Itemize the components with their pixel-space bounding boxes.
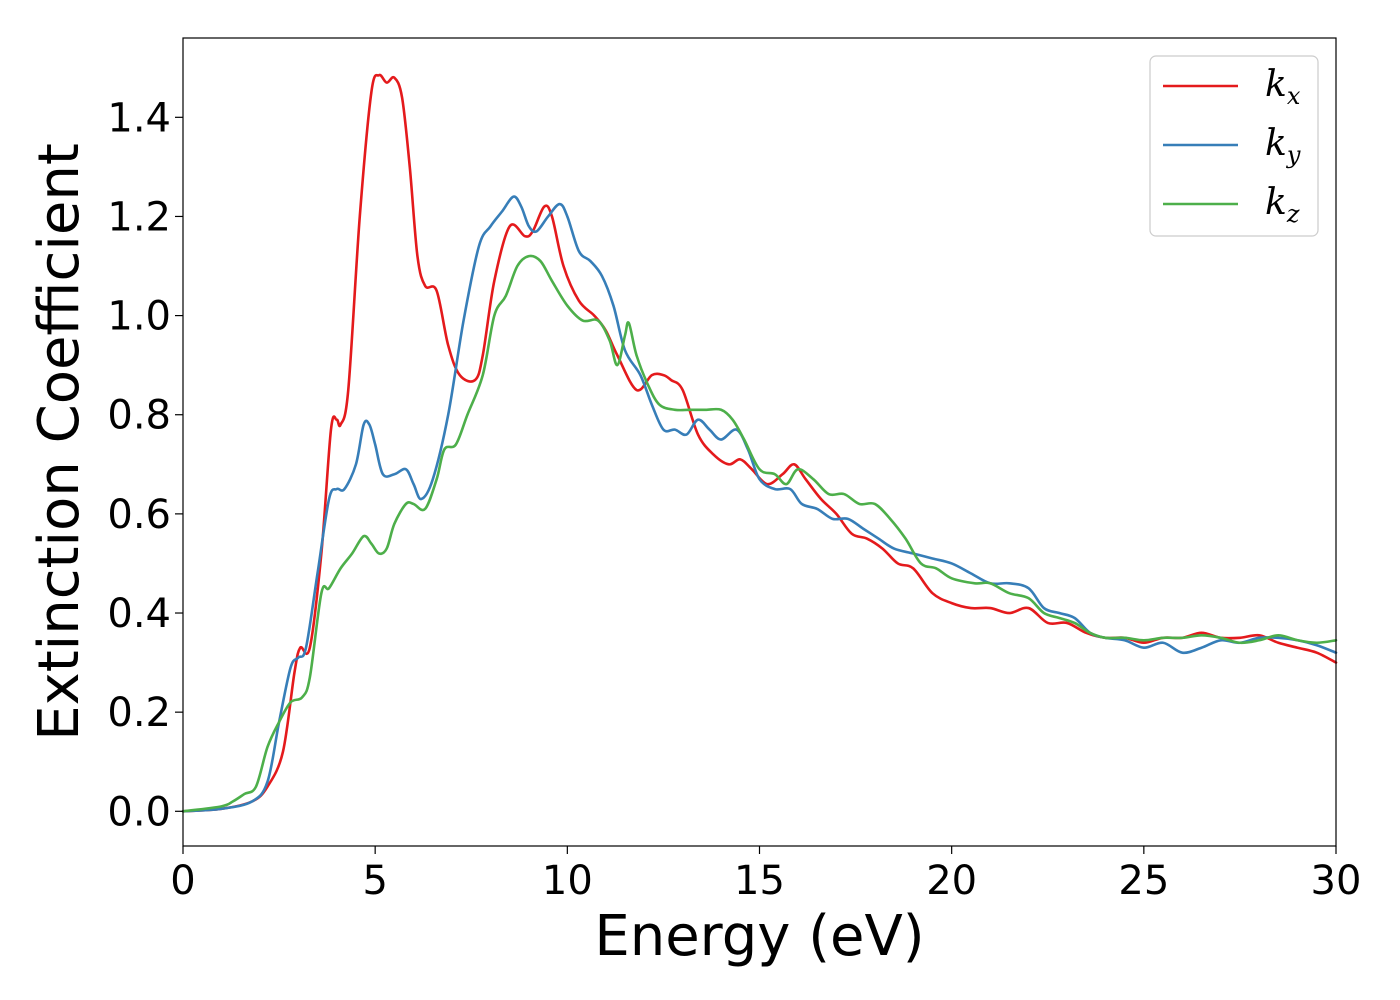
y-tick-label: 0.2 [107,690,171,736]
y-tick-label: 1.4 [107,95,171,141]
x-tick-label: 0 [170,858,195,904]
legend-label-kz: kz [1265,182,1300,228]
series-line-kz [181,254,1338,813]
y-tick-label: 0.8 [107,393,171,439]
series-line-kx [181,73,1338,813]
x-axis-ticks: 0 5 10 15 20 25 30 [170,846,1361,904]
y-tick-label: 0.0 [107,789,171,835]
x-tick-label: 25 [1118,858,1169,904]
y-tick-label: 1.2 [107,194,171,240]
legend-label-kx: kx [1265,64,1301,110]
plot-series [181,73,1338,813]
x-tick-label: 15 [734,858,785,904]
x-tick-label: 10 [542,858,593,904]
series-line-ky [181,195,1338,813]
x-axis-title: Energy (eV) [594,904,924,969]
y-axis-title: Extinction Coefficient [27,143,92,741]
x-tick-label: 5 [362,858,387,904]
y-tick-label: 0.4 [107,591,171,637]
y-tick-label: 0.6 [107,492,171,538]
y-axis-ticks: 0.0 0.2 0.4 0.6 0.8 1.0 1.2 1.4 [107,95,183,835]
legend: kx ky kz [1149,55,1319,237]
y-tick-label: 1.0 [107,294,171,340]
legend-label-ky: ky [1265,123,1301,169]
x-tick-label: 30 [1311,858,1362,904]
x-tick-label: 20 [926,858,977,904]
